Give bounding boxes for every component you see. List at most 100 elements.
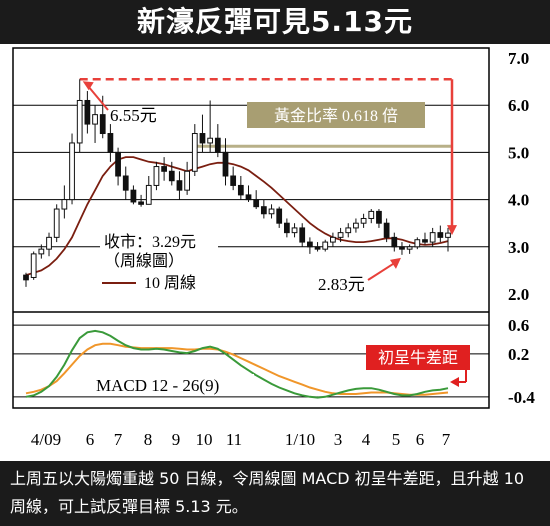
x-axis-labels: 4/09 6 7 8 9 10 11 1/10 3 4 5 6 7 — [31, 430, 451, 449]
candle-body — [391, 236, 398, 248]
x-tick-label: 6 — [416, 430, 425, 449]
macd-tick-label: -0.4 — [508, 388, 535, 407]
candle-body — [30, 253, 37, 278]
x-tick-label: 10 — [196, 430, 213, 449]
candle-body — [138, 201, 144, 205]
macd-series: MACD 12 - 26(9) 初呈牛差距 — [25, 329, 470, 399]
high-arrowhead — [82, 81, 94, 91]
candle-body — [368, 210, 375, 219]
ma-legend-label: 10 周線 — [144, 274, 196, 292]
title-bar — [0, 0, 550, 44]
macd-annotation: 初呈牛差距 — [378, 349, 458, 367]
candle-body — [199, 133, 206, 144]
candle-body — [383, 222, 390, 238]
candle-body — [260, 206, 267, 215]
candle-body — [268, 208, 275, 215]
candle-body — [307, 241, 313, 248]
caption-bar — [0, 461, 550, 526]
candle-body — [69, 142, 75, 201]
price-tick-label: 3.0 — [508, 238, 529, 257]
candle-body — [283, 222, 290, 234]
candle-body — [337, 232, 344, 238]
candle-body — [222, 151, 229, 177]
caption-text: 上周五以大陽燭重越 50 日線，令周線圖 MACD 初呈牛差距，且升越 10 周… — [10, 469, 525, 516]
candle-body — [414, 239, 421, 248]
macd-slow-line — [25, 342, 449, 396]
candle-body — [330, 236, 336, 243]
fib-label-box — [247, 102, 425, 128]
fib-annotation: 黃金比率 0.618 倍 — [194, 102, 452, 148]
candle-body — [322, 241, 329, 250]
candle-body — [437, 232, 444, 238]
price-tick-label: 7.0 — [508, 49, 529, 68]
ma10-series — [25, 156, 449, 276]
x-tick-label: 1/10 — [285, 430, 315, 449]
candle-body — [38, 248, 45, 255]
x-tick-label: 8 — [144, 430, 153, 449]
candle-body — [237, 184, 244, 196]
candle-body — [399, 246, 405, 250]
close-label: 收市：3.29元 — [104, 233, 196, 251]
candle-body — [99, 114, 106, 135]
x-tick-label: 9 — [172, 430, 181, 449]
high-label: 6.55元 — [110, 106, 157, 125]
candle-body — [191, 133, 198, 172]
fib-label: 黃金比率 0.618 倍 — [274, 107, 398, 125]
macd-tick-labels: 0.6 0.2 -0.4 — [508, 316, 535, 407]
candle-body — [122, 175, 129, 191]
candle-body — [299, 227, 306, 243]
candle-body — [145, 184, 152, 205]
candle-body — [360, 217, 367, 224]
x-tick-label: 3 — [334, 430, 343, 449]
x-tick-label: 6 — [86, 430, 95, 449]
price-tick-label: 2.0 — [508, 285, 529, 304]
macd-tick-label: 0.6 — [508, 316, 529, 335]
x-tick-label: 4/09 — [31, 430, 61, 449]
target-annotation — [79, 77, 457, 236]
candle-body — [406, 246, 413, 250]
candle-body — [107, 133, 114, 153]
candle-body — [445, 232, 451, 238]
candle-body — [84, 99, 91, 125]
price-tick-label: 4.0 — [508, 191, 529, 210]
low-label: 2.83元 — [318, 275, 365, 294]
candle-body — [23, 274, 29, 281]
candle-body — [345, 227, 352, 234]
low-label-bg — [316, 274, 374, 294]
chart-frame — [12, 47, 490, 409]
macd-label: MACD 12 - 26(9) — [96, 376, 219, 395]
candle-body — [276, 208, 283, 224]
target-arrowhead — [447, 225, 457, 236]
candle-body — [314, 246, 321, 250]
x-tick-label: 7 — [442, 430, 451, 449]
ma10-line — [25, 156, 449, 276]
chart-title: 新濠反彈可見5.13元 — [136, 5, 414, 38]
candle-body — [291, 227, 298, 234]
price-tick-label: 5.0 — [508, 143, 529, 162]
candle-body — [429, 232, 436, 243]
candle-body — [46, 236, 52, 250]
candlestick-series — [23, 79, 451, 287]
candle-body — [161, 166, 167, 172]
candle-body — [214, 137, 221, 153]
candle-body — [184, 170, 191, 191]
candle-body — [376, 210, 382, 224]
candle-body — [168, 170, 175, 182]
price-tick-label: 6.0 — [508, 96, 529, 115]
macd-arrowhead — [450, 377, 459, 387]
candle-body — [115, 151, 121, 177]
candle-body — [61, 199, 68, 210]
macd-label-bg — [92, 374, 254, 396]
x-tick-label: 4 — [362, 430, 371, 449]
x-tick-label: 11 — [226, 430, 242, 449]
x-tick-label: 7 — [114, 430, 123, 449]
close-label-bg — [100, 230, 218, 270]
close-label-sub: （周線圖） — [104, 252, 184, 270]
candle-body — [176, 180, 183, 191]
candle-body — [245, 194, 252, 201]
candle-body — [253, 199, 260, 208]
candle-body — [53, 208, 60, 238]
price-tick-labels: 7.0 6.0 5.0 4.0 3.0 2.0 — [508, 49, 529, 304]
